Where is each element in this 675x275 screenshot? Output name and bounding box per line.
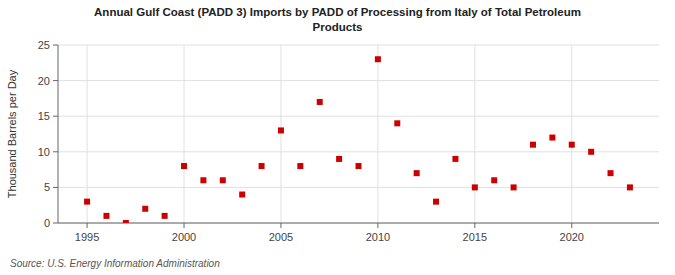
tick-x	[377, 223, 378, 228]
grid-line-y	[58, 151, 659, 152]
grid-line-y	[58, 187, 659, 188]
point	[162, 213, 168, 219]
point	[259, 163, 265, 169]
background	[0, 0, 675, 275]
point	[220, 177, 226, 183]
grid-line-x	[280, 45, 281, 223]
y-axis-label: Thousand Barrels per Day	[6, 69, 18, 198]
point	[530, 142, 536, 148]
points	[84, 56, 633, 223]
axes: 0 5 10 15 20 25 1995 2000 2005 2010 2015 2020	[38, 39, 659, 243]
tick-y	[53, 45, 58, 46]
point	[181, 163, 187, 169]
tick-label-x: 2005	[269, 231, 293, 243]
tick-label-y: 25	[38, 39, 50, 51]
grid-line-y	[58, 80, 659, 81]
grid-line-x	[377, 45, 378, 223]
tick-label-x: 2015	[463, 231, 487, 243]
grid-line-x	[87, 45, 88, 223]
point	[103, 213, 109, 219]
tick-y	[53, 80, 58, 81]
grid	[58, 45, 659, 223]
source-note: Source: U.S. Energy Information Administ…	[10, 258, 220, 269]
tick-y	[53, 151, 58, 152]
tick-y	[53, 187, 58, 188]
point	[123, 220, 129, 223]
point	[84, 199, 90, 205]
tick-label-x: 2010	[366, 231, 390, 243]
point	[549, 135, 555, 141]
point	[627, 184, 633, 190]
point	[433, 199, 439, 205]
grid-line-y	[58, 45, 659, 46]
tick-x	[280, 223, 281, 228]
axis-line-x	[58, 223, 659, 224]
point	[278, 127, 284, 133]
grid-line-x	[474, 45, 475, 223]
tick-label-y: 10	[38, 146, 50, 158]
point	[142, 206, 148, 212]
tick-x	[184, 223, 185, 228]
point	[569, 142, 575, 148]
tick-label-y: 0	[44, 217, 50, 229]
tick-x	[571, 223, 572, 228]
point	[356, 163, 362, 169]
title-line: Annual Gulf Coast (PADD 3) Imports by PA…	[94, 6, 581, 18]
tick-label-y: 15	[38, 110, 50, 122]
grid-line-x	[184, 45, 185, 223]
axis-line-y	[58, 45, 59, 223]
point	[491, 177, 497, 183]
tick-label-y: 20	[38, 75, 50, 87]
point	[317, 99, 323, 105]
point	[239, 192, 245, 198]
tick-label-x: 2000	[172, 231, 196, 243]
tick-x	[474, 223, 475, 228]
grid-line-y	[58, 223, 659, 224]
point	[297, 163, 303, 169]
tick-x	[87, 223, 88, 228]
point	[452, 156, 458, 162]
point	[511, 184, 517, 190]
point	[336, 156, 342, 162]
chart-svg: Annual Gulf Coast (PADD 3) Imports by PA…	[0, 0, 675, 275]
point	[608, 170, 614, 176]
tick-label-y: 5	[44, 181, 50, 193]
point	[394, 120, 400, 126]
point	[588, 149, 594, 155]
point	[200, 177, 206, 183]
tick-label-x: 1995	[75, 231, 99, 243]
point	[375, 56, 381, 62]
title-line: Products	[313, 21, 363, 33]
tick-y	[53, 116, 58, 117]
grid-line-x	[571, 45, 572, 223]
title: Annual Gulf Coast (PADD 3) Imports by PA…	[94, 6, 581, 33]
tick-label-x: 2020	[560, 231, 584, 243]
tick-y	[53, 223, 58, 224]
point	[414, 170, 420, 176]
chart-container: Annual Gulf Coast (PADD 3) Imports by PA…	[0, 0, 675, 275]
grid-line-y	[58, 116, 659, 117]
point	[472, 184, 478, 190]
